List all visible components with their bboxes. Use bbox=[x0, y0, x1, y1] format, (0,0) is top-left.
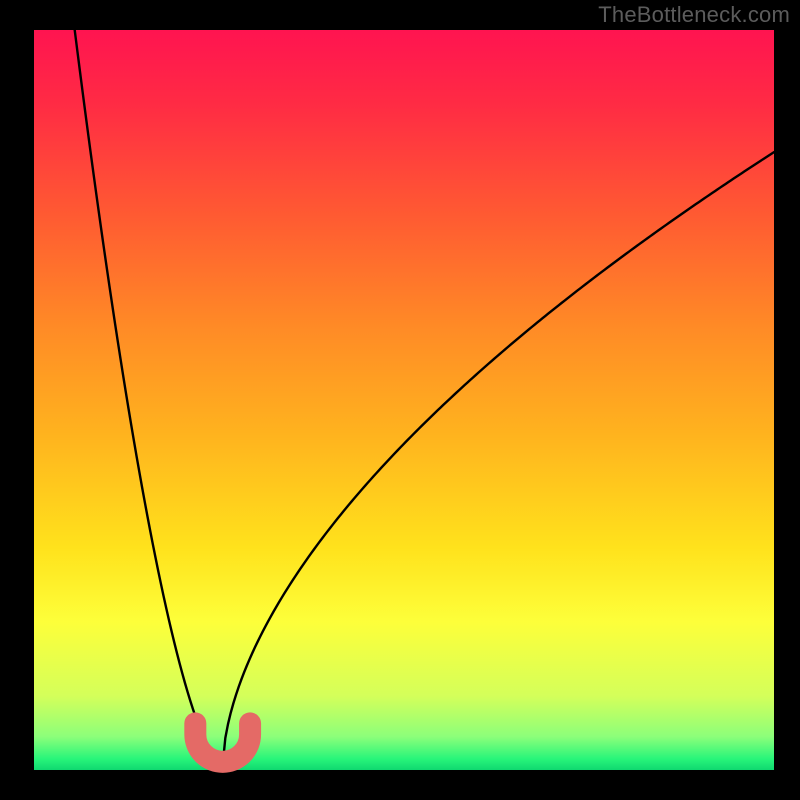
plot-gradient-bg bbox=[34, 30, 774, 770]
bottleneck-plot bbox=[0, 0, 800, 800]
watermark-text: TheBottleneck.com bbox=[598, 2, 790, 28]
chart-stage: TheBottleneck.com bbox=[0, 0, 800, 800]
